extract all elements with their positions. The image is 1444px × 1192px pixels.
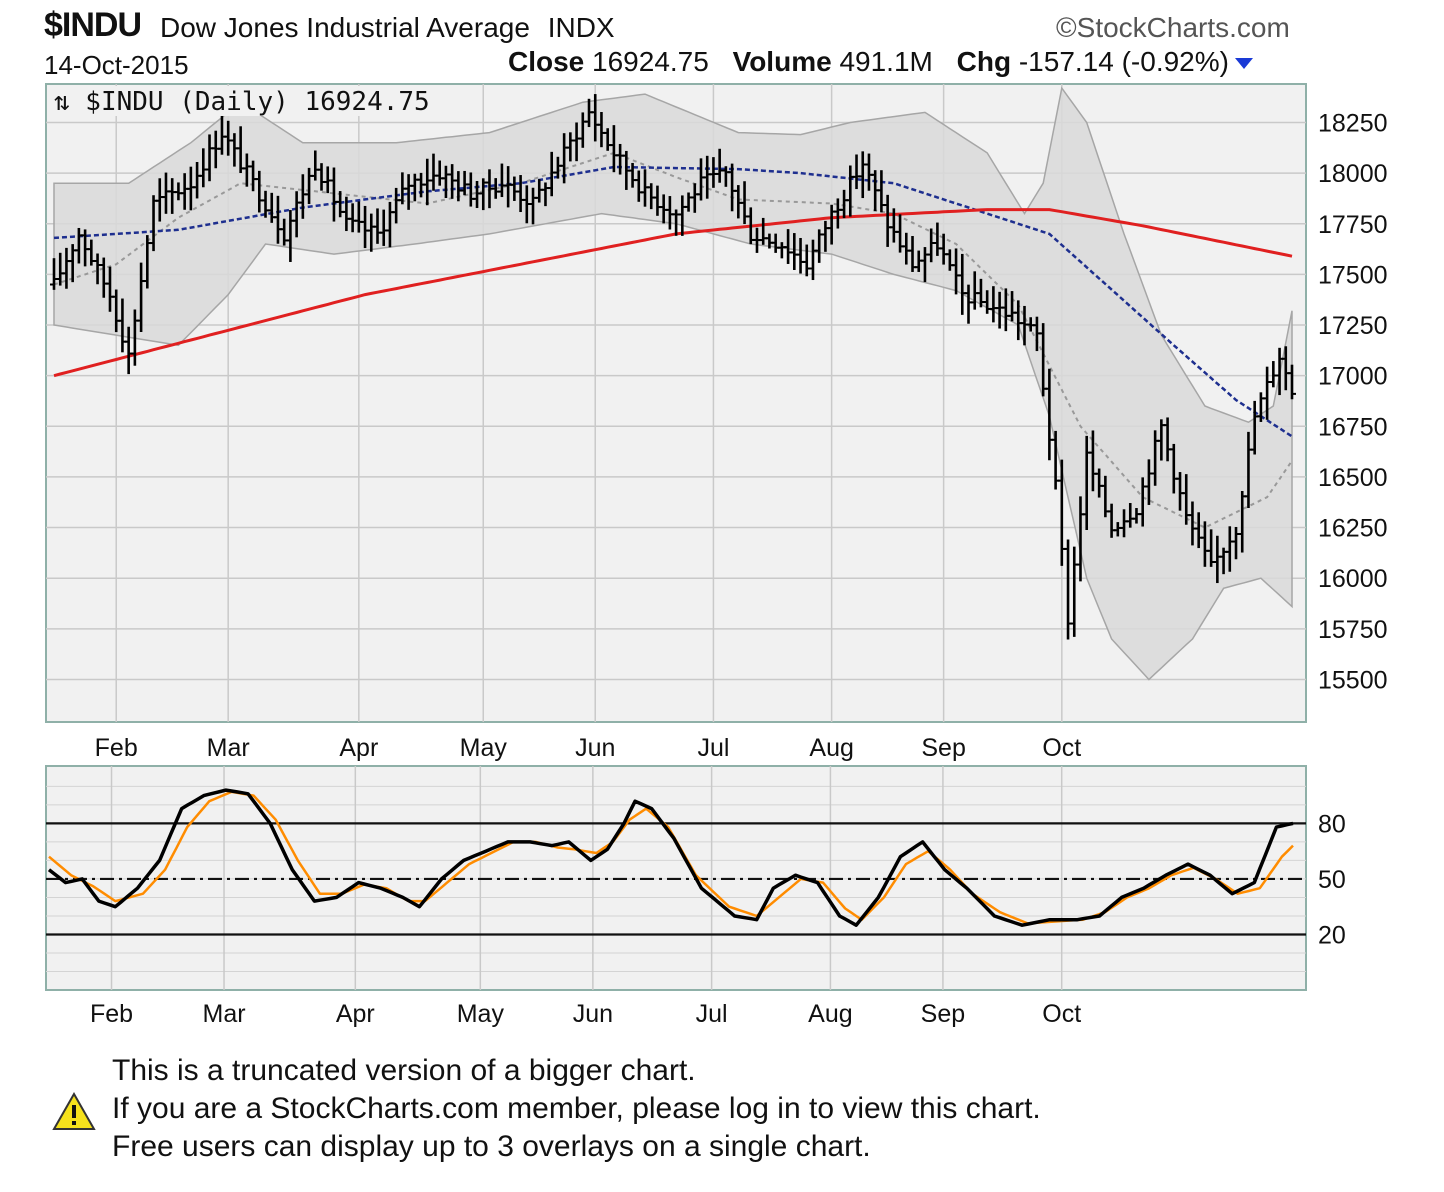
price-x-tick-label: Jun <box>575 734 615 762</box>
oscillator-x-tick-label: Feb <box>90 1000 133 1028</box>
oscillator-x-tick-label: Aug <box>808 1000 852 1028</box>
copyright-icon: © <box>1056 12 1077 43</box>
notice-line-2: If you are a StockCharts.com member, ple… <box>112 1092 1041 1125</box>
price-x-tick-label: Feb <box>95 734 138 762</box>
down-arrow-icon <box>1234 58 1253 70</box>
price-y-tick-label: 16000 <box>1318 565 1388 593</box>
close-value: 16924.75 <box>592 46 709 77</box>
oscillator-x-tick-label: Apr <box>336 1000 375 1028</box>
price-x-tick-label: Aug <box>809 734 853 762</box>
truncation-notice: This is a truncated version of a bigger … <box>48 1052 1041 1166</box>
price-x-tick-label: Oct <box>1042 734 1081 762</box>
price-y-tick-label: 17000 <box>1318 363 1388 391</box>
price-x-tick-label: Mar <box>207 734 250 762</box>
price-y-tick-label: 17750 <box>1318 211 1388 239</box>
watermark-text: StockCharts.com <box>1076 12 1290 43</box>
oscillator-x-tick-label: Jun <box>573 1000 613 1028</box>
oscillator-x-tick-label: Mar <box>203 1000 246 1028</box>
notice-line-3: Free users can display up to 3 overlays … <box>112 1130 871 1163</box>
ma200-line <box>53 208 1293 378</box>
price-y-tick-label: 16500 <box>1318 464 1388 492</box>
ma50-line <box>53 165 1293 438</box>
price-x-tick-label: Sep <box>921 734 965 762</box>
instrument-name: Dow Jones Industrial Average INDX <box>160 12 615 44</box>
oscillator-y-tick-label: 80 <box>1318 810 1346 838</box>
price-y-tick-label: 16750 <box>1318 413 1388 441</box>
oscillator-panel: 20 50 80 Feb Mar Apr May Jun Jul Aug Sep Oct <box>45 765 1346 1028</box>
quote-date: 14-Oct-2015 <box>44 50 189 80</box>
instrument-full-name: Dow Jones Industrial Average <box>160 12 530 43</box>
volume-value: 491.1M <box>839 46 933 77</box>
oscillator-y-tick-label: 20 <box>1318 921 1346 949</box>
price-y-tick-label: 15750 <box>1318 616 1388 644</box>
exchange-code: INDX <box>547 12 615 43</box>
stochastic-k-line <box>47 788 1294 927</box>
quote-summary: Close 16924.75 Volume 491.1M Chg -157.14… <box>508 46 1253 78</box>
oscillator-y-tick-label: 50 <box>1318 866 1346 894</box>
notice-line-1: This is a truncated version of a bigger … <box>112 1054 696 1087</box>
price-x-tick-label: Jul <box>697 734 729 762</box>
price-y-tick-label: 17250 <box>1318 312 1388 340</box>
oscillator-x-tick-label: Sep <box>921 1000 965 1028</box>
ohlc-bar <box>1288 364 1296 400</box>
chg-label: Chg <box>956 46 1012 77</box>
watermark[interactable]: ©StockCharts.com <box>1056 12 1290 44</box>
price-legend: ⇅ $INDU (Daily) 16924.75 <box>54 87 430 117</box>
price-x-tick-label: May <box>460 734 508 762</box>
close-label: Close <box>508 46 585 77</box>
price-y-tick-label: 15500 <box>1318 666 1388 694</box>
price-legend-bg <box>50 86 462 116</box>
chg-value: -157.14 (-0.92%) <box>1018 46 1229 77</box>
oscillator-x-tick-label: Jul <box>696 1000 728 1028</box>
warning-icon <box>52 1092 96 1130</box>
oscillator-x-tick-label: Oct <box>1042 1000 1081 1028</box>
price-y-tick-label: 16250 <box>1318 515 1388 543</box>
price-y-tick-label: 18250 <box>1318 109 1388 137</box>
price-x-tick-label: Apr <box>339 734 378 762</box>
oscillator-x-tick-label: May <box>457 1000 505 1028</box>
price-y-tick-label: 18000 <box>1318 160 1388 188</box>
volume-label: Volume <box>732 46 832 77</box>
bollinger-band <box>53 86 1293 681</box>
price-y-tick-label: 17500 <box>1318 261 1388 289</box>
price-panel: 15500 15750 16000 16250 16500 16750 17000 17250… <box>45 83 1388 762</box>
ticker-symbol: $INDU <box>44 6 142 44</box>
